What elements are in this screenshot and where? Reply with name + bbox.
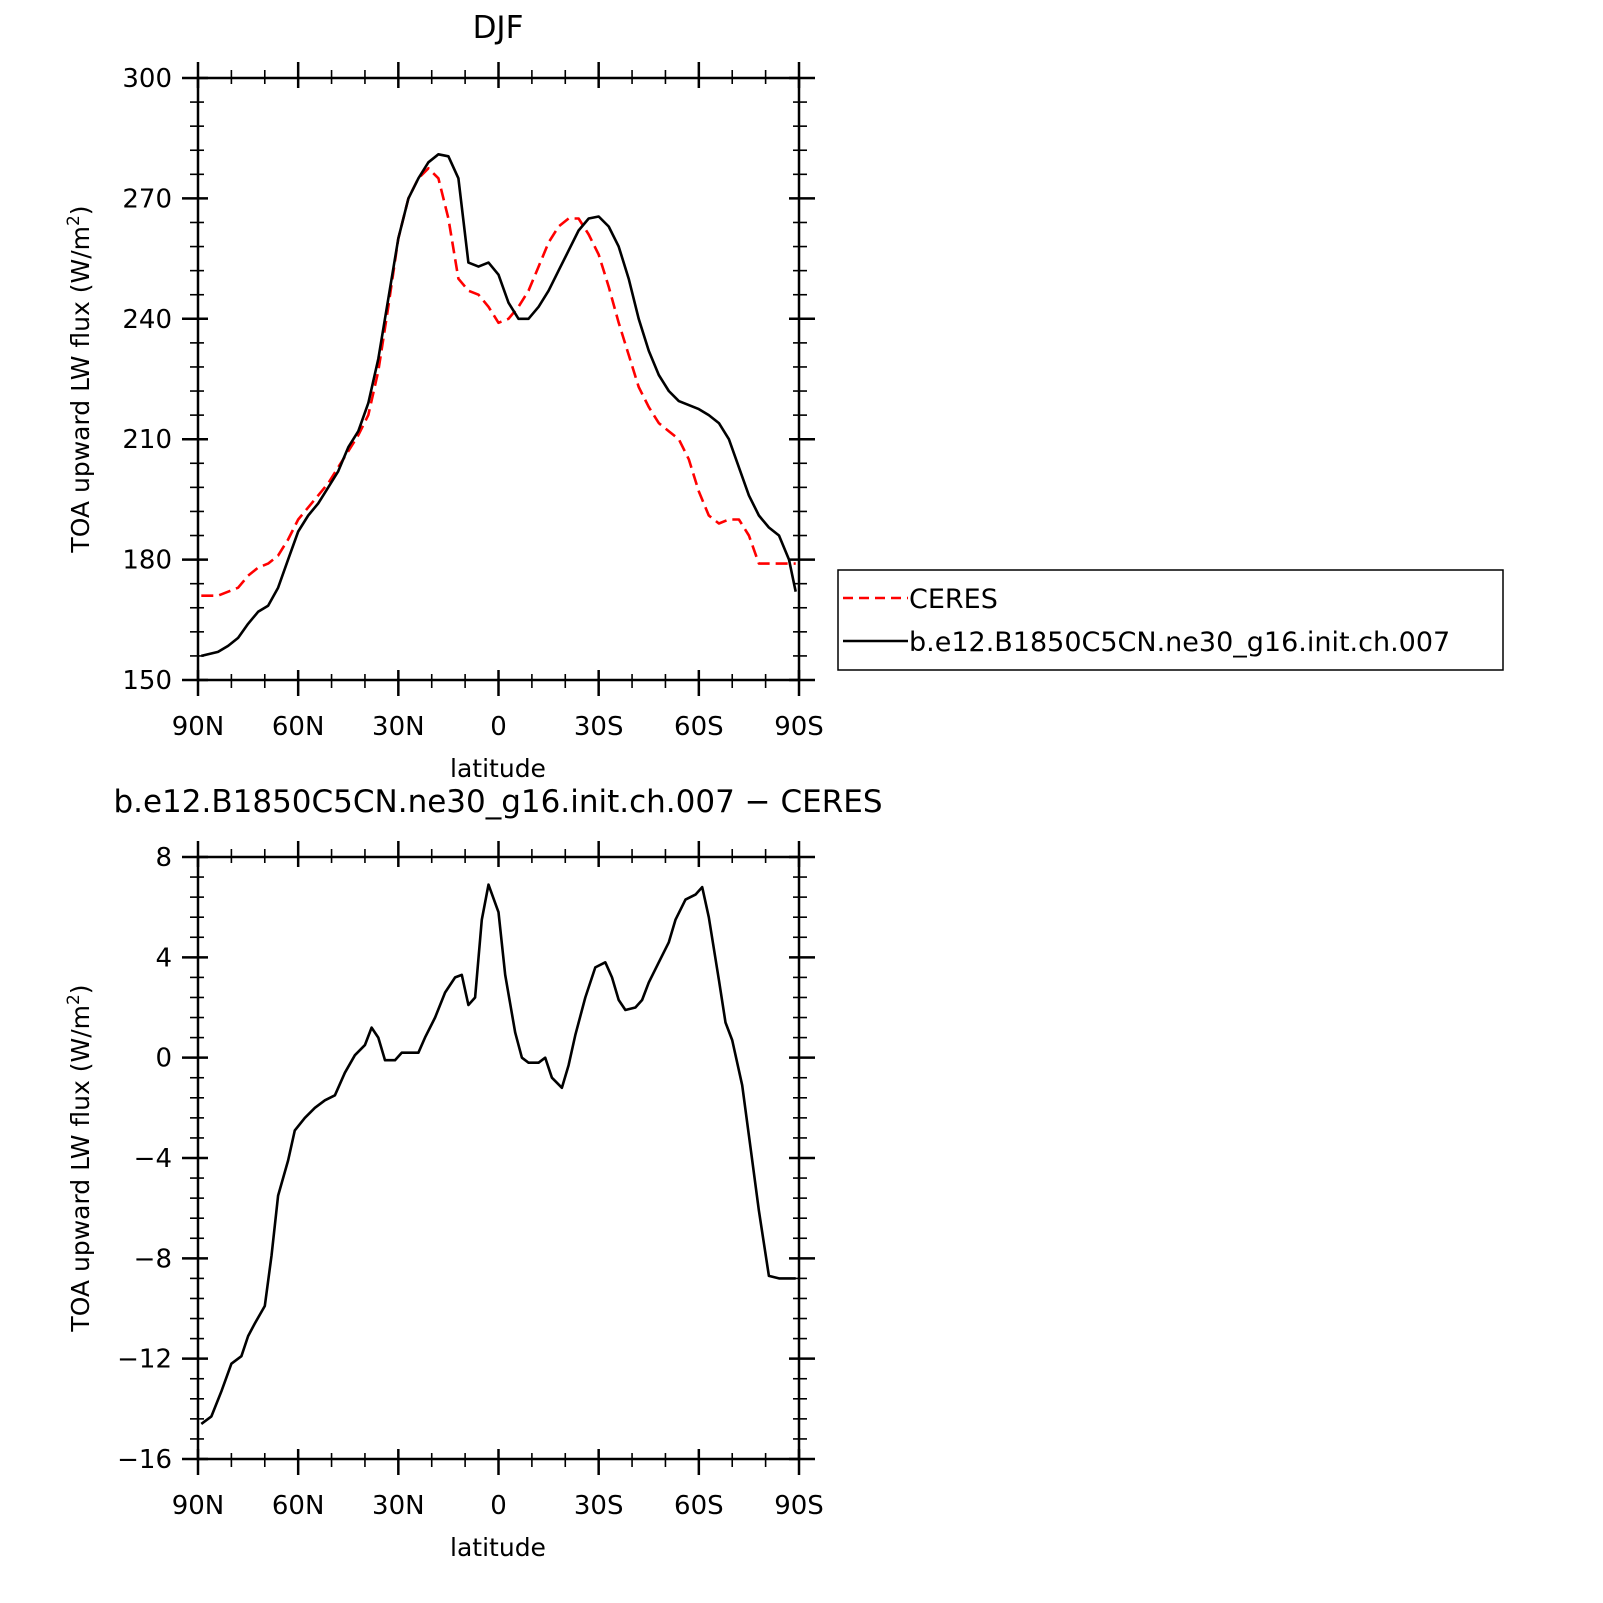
bottom-ytick-label: 4 — [155, 943, 172, 973]
bottom-series-line-0 — [200, 883, 796, 1425]
top-series-line-1 — [200, 153, 797, 658]
top-xtick-label: 30N — [372, 712, 425, 742]
bottom-ytick-label: −16 — [117, 1445, 172, 1475]
top-ytick-label: 270 — [122, 184, 172, 214]
bottom-xtick-label: 60S — [674, 1491, 724, 1521]
top-series-lines — [200, 153, 797, 658]
bottom-chart-title: b.e12.B1850C5CN.ne30_g16.init.ch.007 − C… — [113, 784, 882, 820]
bottom-ytick-label: 0 — [155, 1044, 172, 1074]
top-y-axis-label: TOA upward LW flux (W/m2) — [64, 205, 95, 553]
bottom-xtick-label: 60N — [272, 1491, 325, 1521]
top-xtick-label: 60S — [674, 712, 724, 742]
top-axis-ticks — [182, 62, 815, 696]
top-x-axis-label: latitude — [450, 754, 546, 783]
bottom-xtick-label: 0 — [490, 1491, 507, 1521]
top-y-tick-labels: 150 180 210 240 270 300 — [122, 64, 172, 696]
bottom-xtick-label: 90N — [172, 1491, 225, 1521]
bottom-y-tick-labels: −16 −12 −8 −4 0 4 8 — [117, 843, 172, 1475]
top-series-line-0 — [201, 167, 796, 598]
top-ytick-label: 180 — [122, 546, 172, 576]
top-chart-title: DJF — [473, 10, 524, 46]
top-ytick-label: 150 — [122, 666, 172, 696]
legend-label-model: b.e12.B1850C5CN.ne30_g16.init.ch.007 — [909, 627, 1450, 658]
top-legend: CERES b.e12.B1850C5CN.ne30_g16.init.ch.0… — [837, 569, 1504, 671]
bottom-ytick-label: 8 — [155, 843, 172, 873]
bottom-ytick-label: −4 — [134, 1144, 172, 1174]
legend-label-ceres: CERES — [909, 584, 998, 615]
legend-box — [837, 569, 1504, 671]
top-xtick-label: 60N — [272, 712, 325, 742]
top-ytick-label: 300 — [122, 64, 172, 94]
top-xtick-label: 30S — [574, 712, 624, 742]
bottom-xtick-label: 30N — [372, 1491, 425, 1521]
top-xtick-label: 0 — [490, 712, 507, 742]
top-plot-frame — [196, 76, 801, 682]
bottom-xtick-label: 30S — [574, 1491, 624, 1521]
bottom-panel: b.e12.B1850C5CN.ne30_g16.init.ch.007 − C… — [64, 784, 883, 1562]
bottom-series-lines — [200, 883, 796, 1425]
bottom-x-tick-labels: 90N 60N 30N 0 30S 60S 90S — [172, 1491, 824, 1521]
bottom-ytick-label: −12 — [117, 1345, 172, 1375]
top-xtick-label: 90N — [172, 712, 225, 742]
bottom-ytick-label: −8 — [134, 1244, 172, 1274]
top-ytick-label: 210 — [122, 425, 172, 455]
top-xtick-label: 90S — [774, 712, 824, 742]
bottom-y-axis-label: TOA upward LW flux (W/m2) — [64, 984, 95, 1332]
top-ytick-label: 240 — [122, 305, 172, 335]
top-x-tick-labels: 90N 60N 30N 0 30S 60S 90S — [172, 712, 824, 742]
bottom-x-axis-label: latitude — [450, 1533, 546, 1562]
bottom-axis-ticks — [182, 841, 815, 1475]
bottom-xtick-label: 90S — [774, 1491, 824, 1521]
